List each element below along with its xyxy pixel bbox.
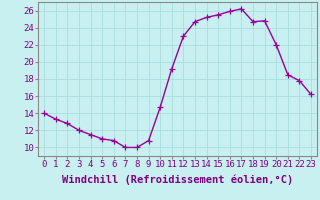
- X-axis label: Windchill (Refroidissement éolien,°C): Windchill (Refroidissement éolien,°C): [62, 175, 293, 185]
